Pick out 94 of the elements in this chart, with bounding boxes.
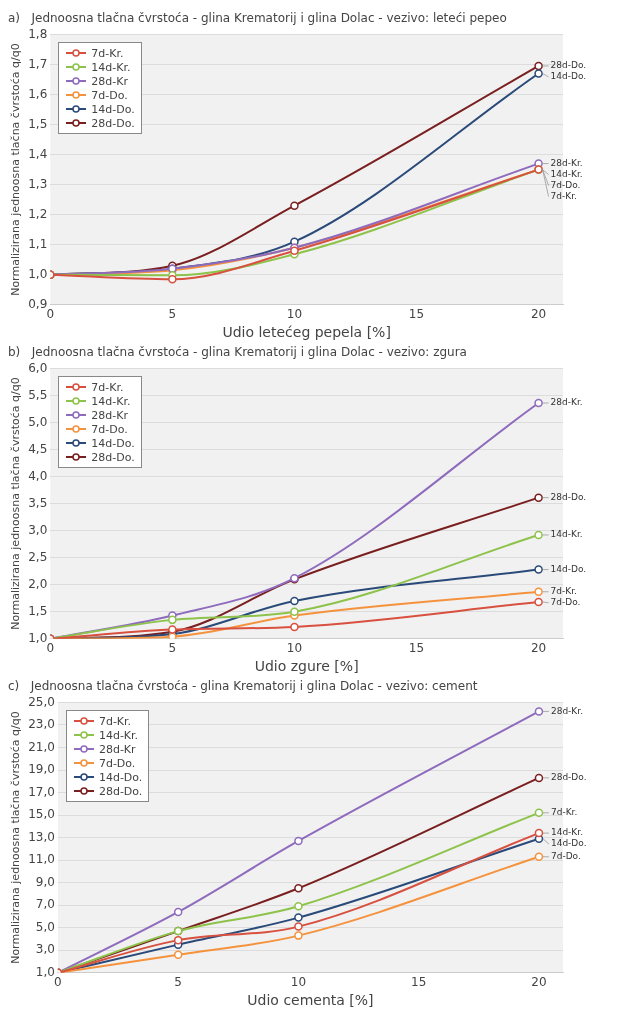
y-tick-label: 11,0: [28, 852, 55, 867]
annotation: 7d-Do.: [550, 851, 581, 862]
x-tick-label: 15: [408, 307, 425, 322]
x-tick-label: 5: [168, 641, 177, 656]
x-tick-label: 0: [54, 975, 62, 990]
y-axis-title: Normalizirana jednoosna tlačna čvrstoća q/q0: [9, 43, 23, 296]
y-tick-label: 1,7: [28, 56, 48, 71]
x-tick-label: 15: [408, 641, 425, 656]
legend-label: 14d-Kr.: [91, 60, 131, 74]
annotation: 28d-Do.: [550, 60, 587, 71]
annotation: 28d-Kr.: [550, 157, 583, 168]
x-tick-label: 20: [530, 641, 547, 656]
x-tick-label: 0: [46, 307, 55, 322]
legend-label: 14d-Kr.: [98, 728, 139, 742]
x-tick-label: 10: [286, 307, 303, 322]
y-tick-label: 7,0: [35, 897, 55, 912]
y-axis-title: Normalizirana jednoosna tlačna čvrstoća q/q0: [9, 377, 23, 630]
x-axis-title: Udio zgure [%]: [254, 658, 359, 675]
chart-title: b) Jednoosna tlačna čvrstoća - glina Krematorij i glina Dolac - vezivo: zgura: [8, 345, 467, 360]
y-tick-label: 3,0: [35, 942, 55, 957]
y-tick-label: 3,5: [28, 495, 48, 510]
y-axis-title: Normalizirana jednoosna tlačna čvrstoća q/q0: [9, 711, 23, 964]
legend-label: 28d-Do.: [91, 116, 135, 130]
y-tick-label: 17,0: [28, 784, 55, 799]
chart-title: a) Jednoosna tlačna čvrstoća - glina Krematorij i glina Dolac - vezivo: leteći pepeo: [8, 11, 507, 26]
y-tick-label: 1,5: [28, 603, 48, 618]
annotation: 14d-Kr.: [550, 529, 583, 540]
annotation: 14d-Kr.: [550, 827, 584, 838]
y-tick-label: 1,0: [35, 964, 55, 979]
annotation: 7d-Kr.: [550, 190, 577, 201]
legend-label: 14d-Kr.: [91, 394, 131, 408]
legend-label: 14d-Do.: [91, 102, 135, 116]
y-tick-label: 1,1: [28, 236, 48, 251]
y-tick-label: 1,2: [28, 206, 48, 221]
y-tick-label: 1,8: [28, 26, 48, 41]
legend-label: 7d-Do.: [91, 422, 128, 436]
legend-label: 28d-Kr: [91, 74, 128, 88]
legend-label: 7d-Do.: [91, 88, 128, 102]
y-tick-label: 4,5: [28, 441, 48, 456]
y-tick-label: 1,5: [28, 116, 48, 131]
y-tick-label: 5,5: [28, 387, 48, 402]
x-tick-label: 10: [290, 975, 307, 990]
annotation: 28d-Do.: [550, 491, 587, 502]
x-axis-title: Udio cementa [%]: [247, 992, 374, 1009]
x-tick-label: 10: [286, 641, 303, 656]
y-tick-label: 0,9: [28, 296, 48, 311]
y-tick-label: 1,0: [28, 266, 48, 281]
y-tick-label: 15,0: [28, 807, 55, 822]
y-tick-label: 5,0: [28, 414, 48, 429]
y-tick-label: 9,0: [35, 874, 55, 889]
annotation: 7d-Kr.: [550, 586, 577, 597]
chart-title: c) Jednoosna tlačna čvrstoća - glina Krematorij i glina Dolac - vezivo: cement: [8, 679, 478, 694]
legend-label: 14d-Do.: [91, 436, 135, 450]
annotation: 7d-Do.: [550, 597, 581, 608]
legend-label: 28d-Do.: [91, 450, 135, 464]
y-tick-label: 19,0: [28, 762, 55, 777]
y-tick-label: 1,3: [28, 176, 48, 191]
y-tick-label: 6,0: [28, 360, 48, 375]
y-tick-label: 21,0: [28, 739, 55, 754]
legend-label: 7d-Do.: [98, 756, 136, 770]
legend-label: 28d-Kr: [91, 408, 128, 422]
x-tick-label: 20: [531, 975, 547, 990]
legend-label: 7d-Kr.: [91, 380, 124, 394]
y-tick-label: 23,0: [28, 717, 55, 732]
x-tick-label: 0: [46, 641, 55, 656]
x-axis-title: Udio letećeg pepela [%]: [222, 324, 391, 341]
annotation: 28d-Kr.: [550, 705, 584, 716]
annotation: 28d-Kr.: [550, 397, 583, 408]
y-tick-label: 4,0: [28, 468, 48, 483]
legend-label: 28d-Do.: [98, 784, 143, 798]
annotation: 14d-Do.: [550, 563, 587, 574]
annotation: 14d-Kr.: [550, 168, 583, 179]
legend-label: 14d-Do.: [98, 770, 143, 784]
y-tick-label: 2,5: [28, 549, 48, 564]
annotation: 7d-Do.: [550, 179, 581, 190]
x-tick-label: 5: [168, 307, 177, 322]
legend-label: 7d-Kr.: [91, 46, 124, 60]
y-tick-label: 5,0: [35, 919, 55, 934]
legend-label: 28d-Kr: [98, 742, 136, 756]
y-tick-label: 25,0: [28, 694, 55, 709]
legend-label: 7d-Kr.: [98, 714, 132, 728]
x-tick-label: 5: [174, 975, 182, 990]
x-tick-label: 20: [530, 307, 547, 322]
y-tick-label: 1,6: [28, 86, 48, 101]
x-tick-label: 15: [411, 975, 427, 990]
y-tick-label: 3,0: [28, 522, 48, 537]
y-tick-label: 2,0: [28, 576, 48, 591]
annotation: 28d-Do.: [550, 772, 587, 783]
y-tick-label: 1,4: [28, 146, 48, 161]
y-tick-label: 1,0: [28, 630, 48, 645]
y-tick-label: 13,0: [28, 829, 55, 844]
annotation: 7d-Kr.: [550, 807, 578, 818]
annotation: 14d-Do.: [550, 838, 587, 849]
annotation: 14d-Do.: [550, 71, 587, 82]
